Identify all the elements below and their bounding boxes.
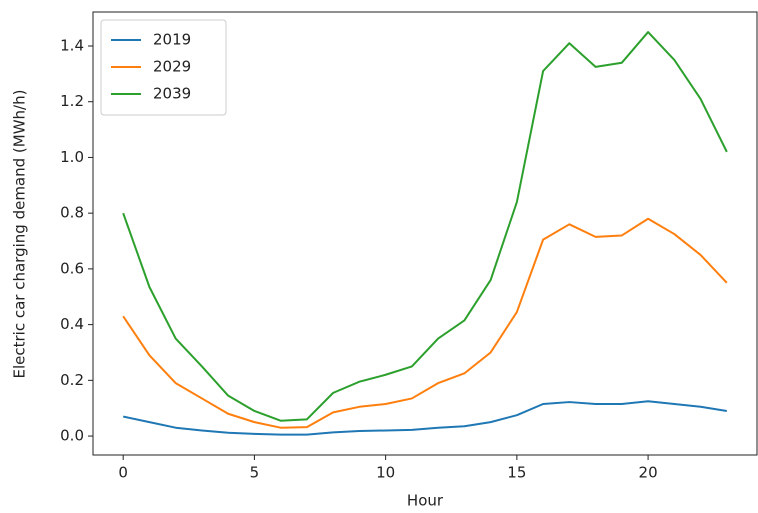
- y-tick-label: 0.4: [60, 315, 84, 333]
- legend-label: 2039: [153, 85, 191, 103]
- x-tick-label: 10: [376, 464, 395, 482]
- series-line: [122, 217, 728, 429]
- legend-box: [100, 19, 227, 116]
- series-line: [122, 31, 728, 422]
- y-axis-label: Electric car charging demand (MWh/h): [11, 90, 29, 379]
- y-tick-label: 1.0: [60, 148, 84, 166]
- plot-frame: [92, 11, 758, 456]
- x-tick-label: 5: [250, 464, 260, 482]
- legend-label: 2029: [153, 58, 191, 76]
- series-line: [122, 400, 727, 436]
- y-tick-label: 0.2: [60, 371, 84, 389]
- y-tick-label: 0.0: [60, 427, 84, 445]
- y-tick-label: 0.6: [60, 259, 84, 277]
- x-tick-label: 15: [507, 464, 526, 482]
- legend-label: 2019: [153, 31, 191, 49]
- y-tick-label: 0.8: [60, 204, 84, 222]
- y-tick-label: 1.2: [60, 92, 84, 110]
- x-tick-label: 20: [639, 464, 658, 482]
- y-tick-label: 1.4: [60, 36, 84, 54]
- x-tick-label: 0: [118, 464, 128, 482]
- x-axis-label: Hour: [407, 492, 444, 510]
